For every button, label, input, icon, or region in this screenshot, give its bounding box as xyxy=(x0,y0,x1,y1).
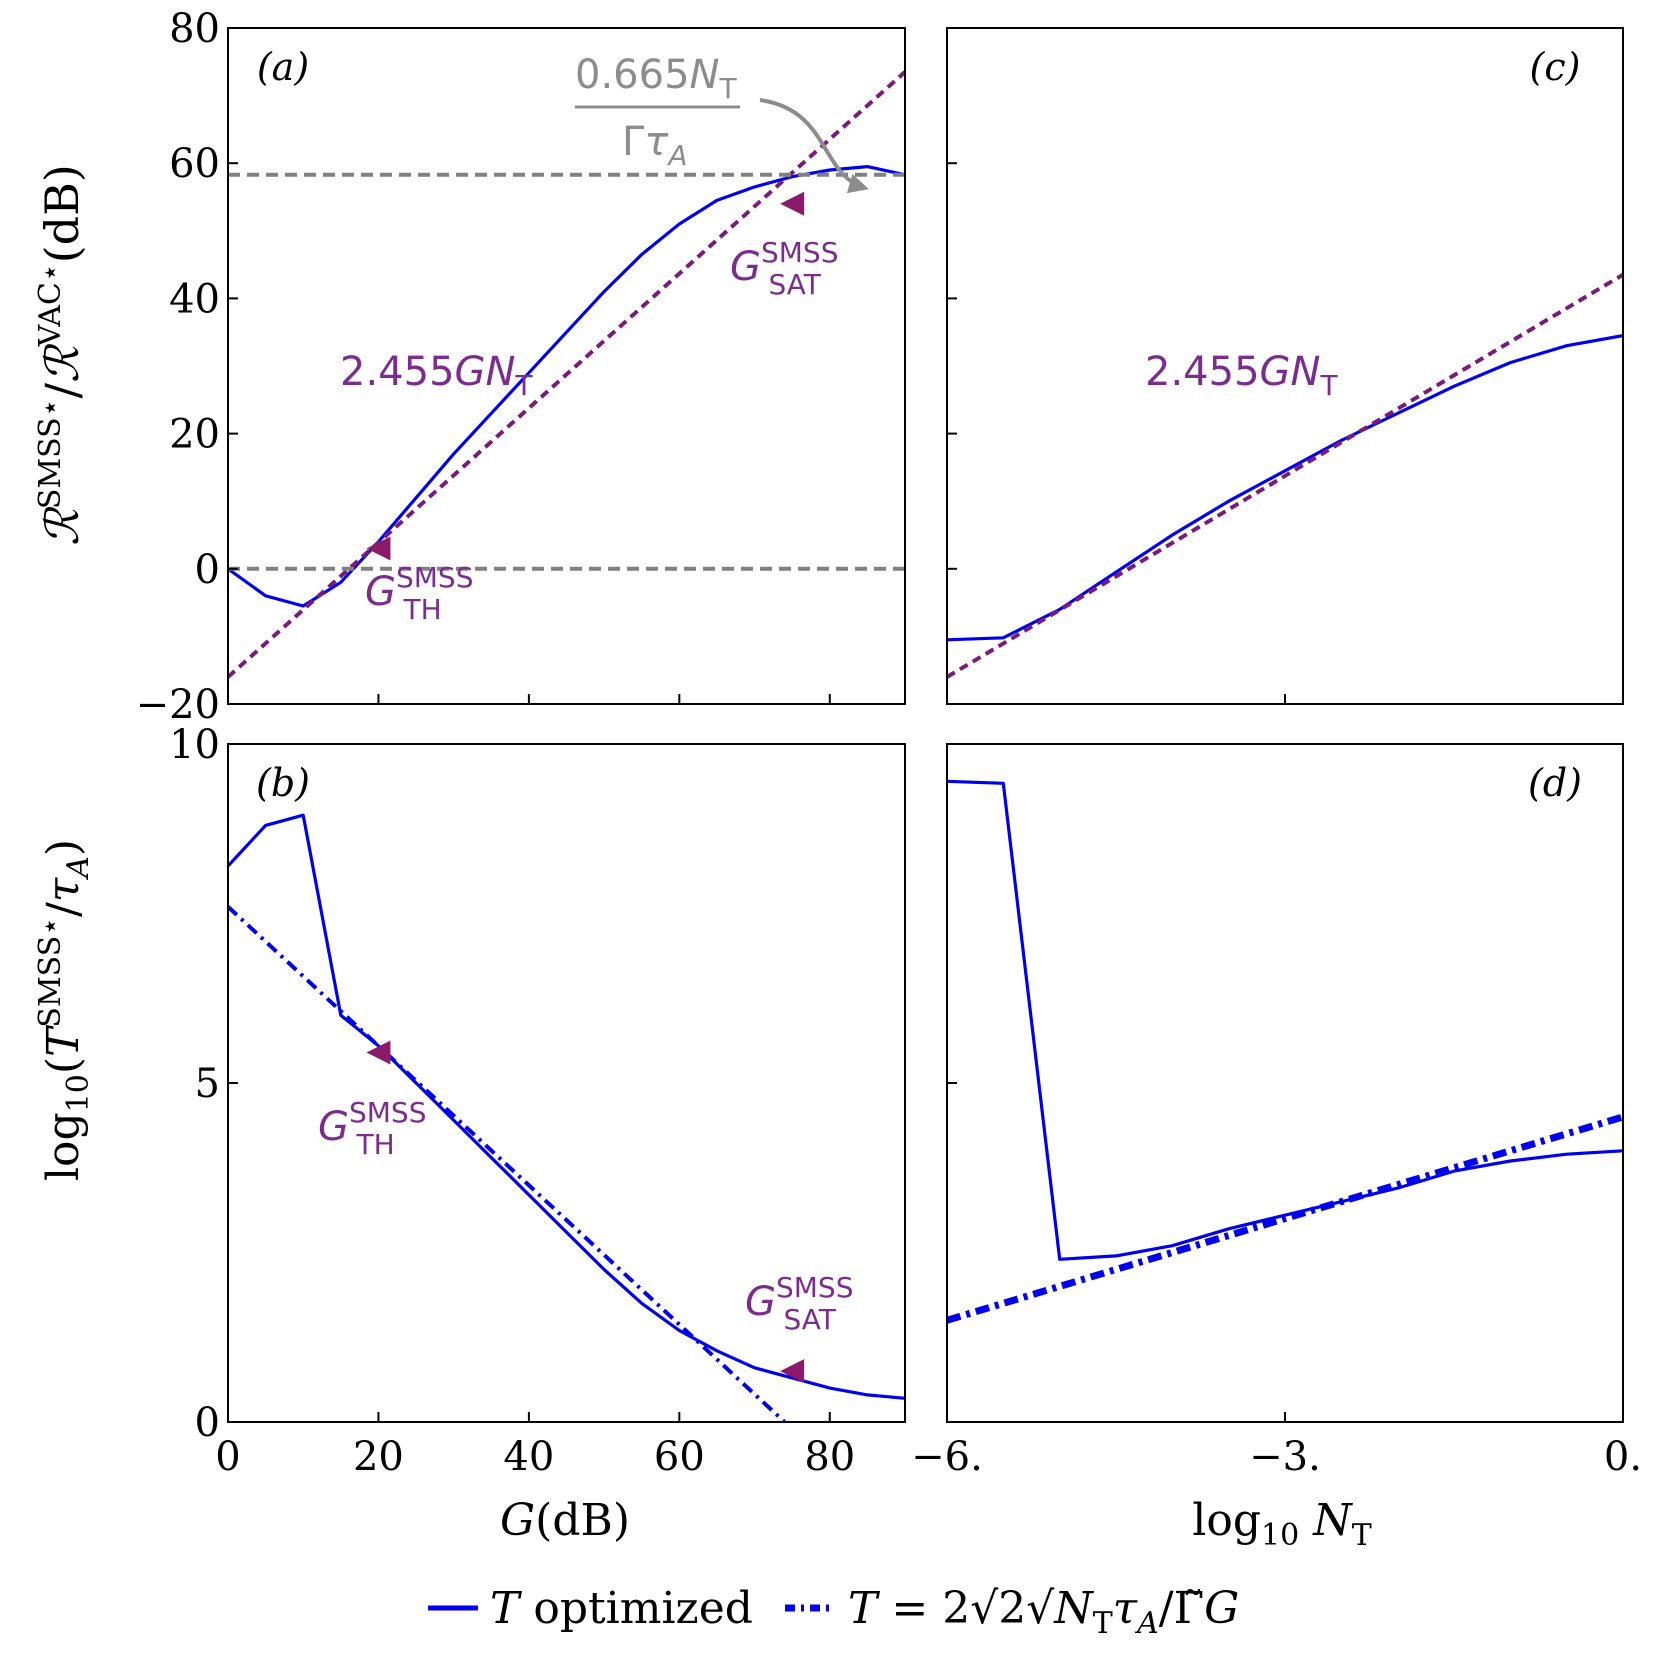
legend-item-formula: T = 2√2√NTτA/Γ̃G xyxy=(848,1583,1239,1641)
ytick-label-b-1: 5 xyxy=(195,1061,220,1107)
ytick-label-b-0: 0 xyxy=(195,1400,220,1446)
ytick-label-a-0: −20 xyxy=(136,682,220,728)
label-gth-b: GSMSS TH xyxy=(318,1096,426,1161)
panel-b: 0 20 40 60 80 0 5 10 (b) xyxy=(169,722,906,1480)
series-a-0 xyxy=(228,165,905,608)
panel-a: −20 0 20 40 60 80 (a) xyxy=(136,6,906,728)
ylabel-a: ℛSMSS⋆/ℛVAC⋆(dB) xyxy=(33,164,89,546)
xtick-label-d-2: 0. xyxy=(1604,1434,1642,1480)
label-sat-numerator: 0.665NT xyxy=(575,52,737,105)
label-slope-a: 2.455GNT xyxy=(340,349,533,402)
series-c-0 xyxy=(947,334,1623,642)
ytick-label-a-3: 40 xyxy=(169,276,220,322)
xtick-label-d-1: −3. xyxy=(1249,1434,1321,1480)
series-c-1 xyxy=(947,272,1623,679)
xlabel-b: G(dB) xyxy=(500,1495,630,1546)
series-b-0 xyxy=(228,813,905,1400)
ytick-label-a-1: 0 xyxy=(195,547,220,593)
marker-b-1 xyxy=(780,1359,805,1384)
panel-c: (c) xyxy=(946,27,1624,705)
ytick-label-a-5: 80 xyxy=(169,6,220,52)
panel-tag-b: (b) xyxy=(256,761,310,805)
xtick-label-d-0: −6. xyxy=(911,1434,983,1480)
xtick-label-b-3: 60 xyxy=(654,1434,705,1480)
ylabel-b: log10(TSMSS⋆/τA) xyxy=(33,839,96,1181)
legend: T optimized T = 2√2√NTτA/Γ̃G xyxy=(428,1583,1239,1641)
series-a-1 xyxy=(228,70,905,679)
label-sat-denominator: ΓτA xyxy=(622,119,688,172)
panel-d: −6. −3. 0. (d) xyxy=(911,743,1642,1480)
ytick-label-b-2: 10 xyxy=(169,722,220,768)
panel-tag-a: (a) xyxy=(257,45,309,89)
series-d-1 xyxy=(947,1113,1623,1324)
marker-a-1 xyxy=(780,191,805,216)
xtick-label-b-0: 0 xyxy=(215,1434,240,1480)
label-gth-a: GSMSS TH xyxy=(365,561,473,626)
sat-arrow xyxy=(759,98,869,194)
legend-item-optimized: T optimized xyxy=(490,1583,753,1634)
frame-d xyxy=(946,743,1624,1423)
label-slope-c: 2.455GNT xyxy=(1145,349,1338,402)
panel-tag-d: (d) xyxy=(1528,761,1582,805)
xtick-label-b-2: 40 xyxy=(503,1434,554,1480)
series-b-1 xyxy=(228,905,786,1422)
marker-b-0 xyxy=(366,1040,391,1065)
marker-a-0 xyxy=(366,536,391,561)
label-gsat-b: GSMSS SAT xyxy=(745,1271,853,1336)
series-d-0 xyxy=(947,779,1623,1261)
xtick-label-b-4: 80 xyxy=(804,1434,855,1480)
ytick-label-a-4: 60 xyxy=(169,141,220,187)
xtick-label-b-1: 20 xyxy=(353,1434,404,1480)
label-gsat-a: GSMSS SAT xyxy=(730,236,838,301)
ytick-label-a-2: 20 xyxy=(169,412,220,458)
frame-a xyxy=(227,27,906,705)
panel-tag-c: (c) xyxy=(1530,45,1581,89)
xlabel-d: log10 NT xyxy=(1192,1495,1371,1553)
